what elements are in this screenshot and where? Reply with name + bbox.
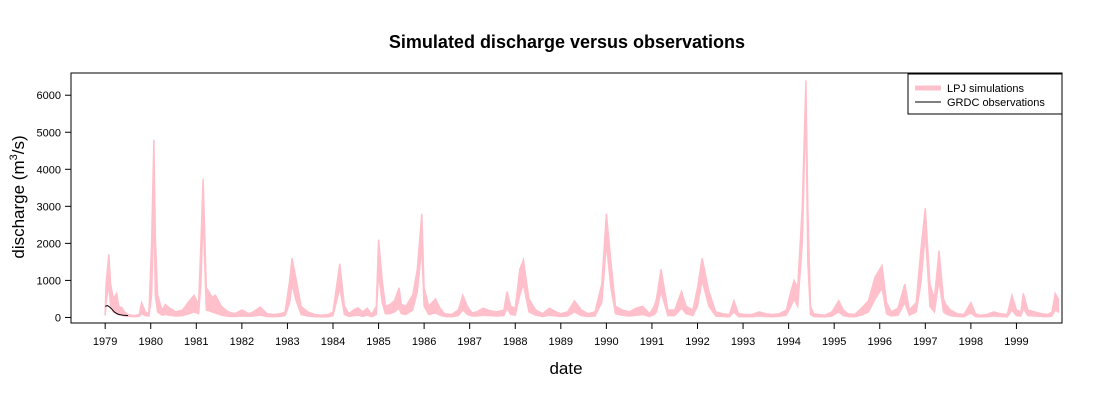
y-axis-label-suffix: /s) (9, 135, 28, 154)
x-axis: 1979 1980 1981 1982 1983 1984 1985 1986 1987 1988… (93, 322, 1029, 348)
y-tick-label: 6000 (37, 90, 61, 102)
y-tick-label: 2000 (37, 238, 61, 250)
x-tick-label: 1993 (731, 336, 755, 348)
x-tick-label: 1996 (868, 336, 892, 348)
x-tick-label: 1998 (959, 336, 983, 348)
x-tick-label: 1991 (640, 336, 664, 348)
y-axis-label-prefix: discharge (m (9, 160, 28, 258)
x-tick-label: 1984 (321, 336, 345, 348)
x-tick-label: 1994 (776, 336, 800, 348)
x-tick-label: 1981 (184, 336, 208, 348)
x-tick-label: 1982 (230, 336, 254, 348)
legend-label-simulations: LPJ simulations (947, 83, 1025, 95)
x-tick-label: 1999 (1004, 336, 1028, 348)
x-tick-label: 1979 (93, 336, 117, 348)
legend-label-observations: GRDC observations (947, 97, 1045, 109)
y-tick-label: 5000 (37, 127, 61, 139)
y-axis: 0 1000 2000 3000 4000 5000 6000 (37, 90, 71, 324)
x-tick-label: 1980 (138, 336, 162, 348)
x-tick-label: 1986 (412, 336, 436, 348)
x-axis-label: date (549, 359, 582, 378)
x-tick-label: 1989 (549, 336, 573, 348)
plot-area (104, 80, 1060, 318)
y-tick-label: 0 (55, 312, 61, 324)
y-tick-label: 3000 (37, 201, 61, 213)
legend-box (907, 73, 1063, 115)
x-tick-label: 1992 (685, 336, 709, 348)
y-tick-label: 1000 (37, 275, 61, 287)
x-tick-label: 1995 (822, 336, 846, 348)
x-tick-label: 1983 (275, 336, 299, 348)
chart-title: Simulated discharge versus observations (389, 32, 745, 52)
x-tick-label: 1990 (594, 336, 618, 348)
x-tick-label: 1987 (457, 336, 481, 348)
series-observations-line (105, 305, 129, 317)
legend: LPJ simulations GRDC observations (907, 73, 1063, 115)
x-tick-label: 1985 (366, 336, 390, 348)
y-axis-label-superscript: 3 (8, 154, 20, 160)
y-axis-label: discharge (m3/s) (8, 135, 28, 258)
x-tick-label: 1988 (503, 336, 527, 348)
series-simulations-band (104, 80, 1060, 318)
y-tick-label: 4000 (37, 164, 61, 176)
x-tick-label: 1997 (913, 336, 937, 348)
